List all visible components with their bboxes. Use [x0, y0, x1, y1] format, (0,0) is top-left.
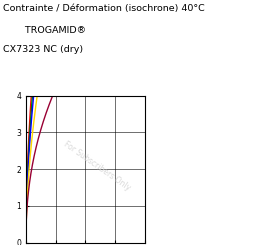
Text: CX7323 NC (dry): CX7323 NC (dry) [3, 45, 83, 54]
Text: Contrainte / Déformation (isochrone) 40°C: Contrainte / Déformation (isochrone) 40°… [3, 4, 204, 13]
Text: For Subscribers Only: For Subscribers Only [62, 140, 132, 193]
Text: TROGAMID®: TROGAMID® [16, 26, 86, 35]
